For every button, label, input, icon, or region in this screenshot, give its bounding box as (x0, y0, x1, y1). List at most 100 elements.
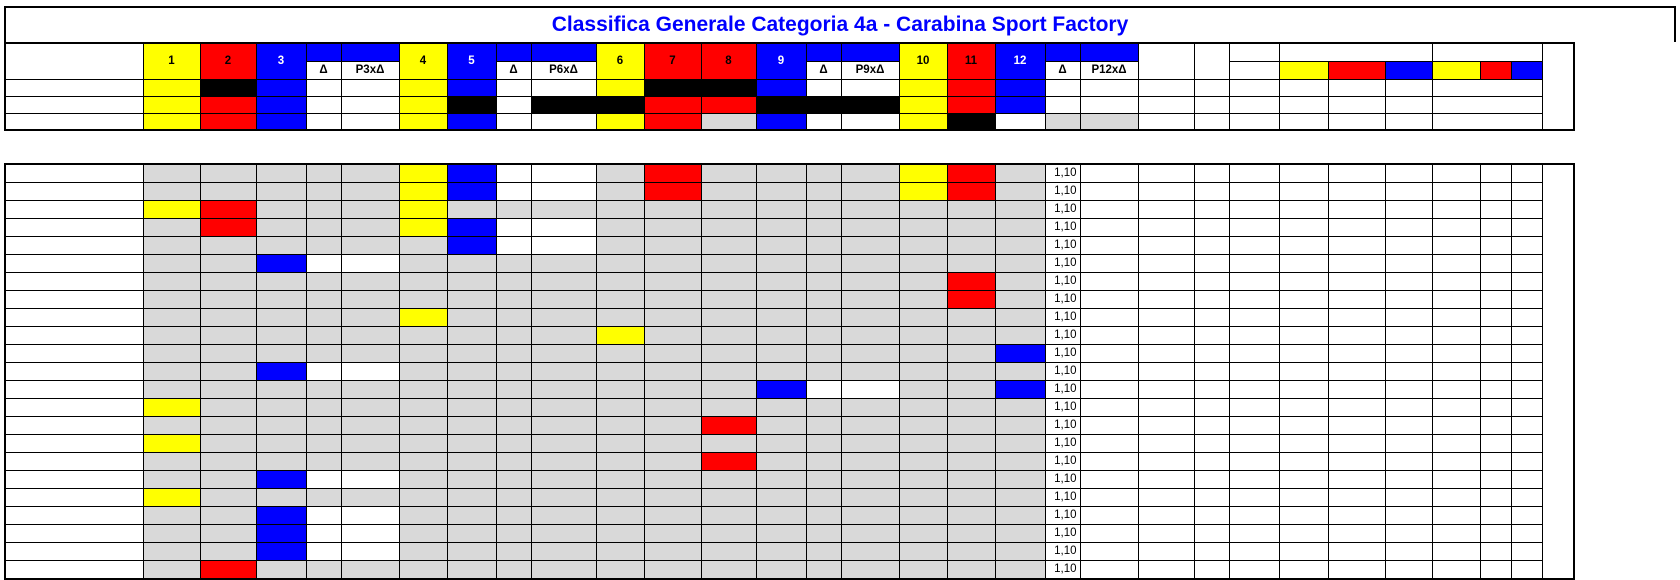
somma-value (1137, 200, 1195, 219)
score-cell (255, 470, 307, 489)
mancanti-value (1510, 452, 1543, 471)
header-col-9-label: P6xΔ (530, 60, 597, 80)
empty-cell (643, 398, 702, 417)
empty-cell (898, 254, 948, 273)
svolte-value (1384, 272, 1433, 291)
mancanti-value (1510, 506, 1543, 525)
svolte-value (1384, 326, 1433, 345)
empty-cell (305, 290, 342, 309)
empty-cell (495, 416, 532, 435)
svolte-value (1384, 452, 1433, 471)
mancanti-value (1510, 290, 1543, 309)
empty-cell (700, 542, 757, 561)
empty-cell (199, 542, 257, 561)
empty-cell (700, 200, 757, 219)
empty-cell (805, 272, 842, 291)
mancanti-value (1431, 236, 1481, 255)
gare-value (1193, 163, 1230, 183)
empty-cell (199, 434, 257, 453)
empty-cell (142, 524, 201, 543)
svolte-value (1278, 112, 1329, 131)
svolte-value (1278, 488, 1329, 507)
empty-cell (840, 470, 900, 489)
empty-cell (946, 434, 996, 453)
empty-cell (805, 200, 842, 219)
other-shooters-table: 1,10 1,10 1,10 1,10 1,10 1,10 1,10 1,10 1,10 1,10… (4, 163, 1575, 580)
svolte-value (1327, 506, 1386, 525)
score-cell (840, 112, 900, 131)
empty-cell (255, 560, 307, 580)
empty-cell (840, 488, 900, 507)
header-col-8-label: Δ (495, 60, 532, 80)
table-row (4, 78, 1574, 97)
empty-cell (446, 398, 497, 417)
table-row: 1,10 (4, 542, 1574, 561)
empty-cell (898, 326, 948, 345)
empty-cell (946, 398, 996, 417)
svolte-value (1327, 524, 1386, 543)
empty-cell (530, 542, 597, 561)
empty-cell (994, 290, 1046, 309)
empty-cell (898, 308, 948, 327)
shooter-name (4, 362, 144, 381)
score-cell (305, 506, 342, 525)
svolte-value (1384, 95, 1433, 114)
empty-cell (495, 434, 532, 453)
empty-cell (805, 326, 842, 345)
score-cell (530, 182, 597, 201)
empty-cell (199, 236, 257, 255)
header-col-7: 5 (446, 42, 497, 80)
totale-value (1228, 470, 1280, 489)
mancanti-value (1510, 470, 1543, 489)
header-svolte-color-1 (1278, 60, 1329, 80)
table-row: 1,10 (4, 398, 1574, 417)
header-col-16: 10 (898, 42, 948, 80)
empty-cell (700, 470, 757, 489)
shooter-name (4, 434, 144, 453)
empty-cell (643, 488, 702, 507)
score-cell (994, 95, 1046, 114)
empty-cell (398, 290, 448, 309)
gare-value (1193, 78, 1230, 97)
empty-cell (840, 506, 900, 525)
empty-cell (840, 254, 900, 273)
empty-cell (305, 308, 342, 327)
svolte-value (1327, 326, 1386, 345)
somma-value (1137, 290, 1195, 309)
score-cell (805, 95, 842, 114)
empty-cell (946, 254, 996, 273)
empty-cell (398, 452, 448, 471)
header-col-3: 3 (255, 42, 307, 80)
totale-value (1228, 290, 1280, 309)
empty-cell (755, 470, 807, 489)
totale-value (1228, 434, 1280, 453)
p12-value (1079, 398, 1139, 417)
empty-cell (340, 434, 400, 453)
empty-cell (840, 290, 900, 309)
mancanti-value (1431, 272, 1481, 291)
empty-cell (199, 470, 257, 489)
empty-cell (805, 254, 842, 273)
svolte-value (1278, 95, 1329, 114)
score-cell (305, 542, 342, 561)
table-row: 1,10 (4, 380, 1574, 399)
score-cell (840, 95, 900, 114)
gare-value (1193, 200, 1230, 219)
empty-cell (530, 506, 597, 525)
mancanti-value (1510, 488, 1543, 507)
empty-cell (805, 182, 842, 201)
header-col-8 (495, 42, 532, 62)
header-col-19-label: Δ (1044, 60, 1081, 80)
empty-cell (305, 488, 342, 507)
score-cell (340, 78, 400, 97)
empty-cell (755, 290, 807, 309)
empty-cell (700, 254, 757, 273)
score-cell (255, 112, 307, 131)
mancanti-value (1479, 272, 1512, 291)
svolte-value (1384, 488, 1433, 507)
p12-value (1079, 542, 1139, 561)
totale-value (1228, 380, 1280, 399)
mancanti-value (1431, 434, 1481, 453)
empty-cell (643, 380, 702, 399)
empty-cell (755, 218, 807, 237)
